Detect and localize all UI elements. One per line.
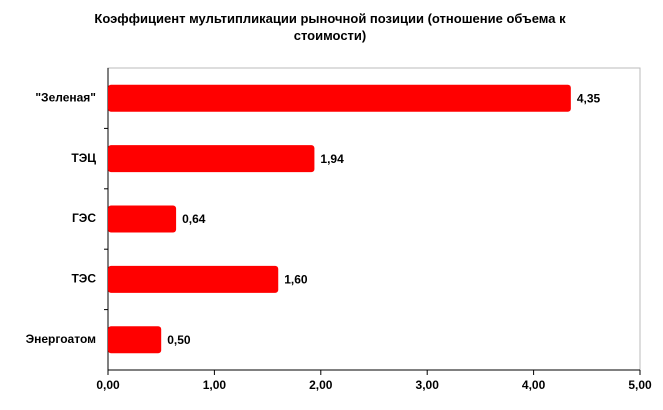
y-tick-label: ГЭС [72, 211, 96, 225]
bar [108, 84, 571, 112]
y-tick-label: ТЭЦ [71, 151, 96, 165]
value-label: 1,60 [284, 273, 308, 287]
x-tick-label: 1,00 [203, 378, 227, 392]
bar [108, 326, 162, 354]
y-tick-label: Энергоатом [26, 332, 97, 346]
value-label: 0,64 [182, 212, 206, 226]
bar [108, 145, 315, 173]
bar [108, 265, 279, 293]
x-tick-label: 0,00 [96, 378, 120, 392]
x-tick-label: 3,00 [416, 378, 440, 392]
value-label: 0,50 [167, 333, 191, 347]
x-tick-label: 5,00 [628, 378, 652, 392]
chart-title: Коэффициент мультипликации рыночной пози… [94, 11, 566, 43]
y-tick-label: ТЭС [71, 272, 96, 286]
y-tick-label: "Зеленая" [35, 90, 96, 104]
x-tick-label: 4,00 [522, 378, 546, 392]
value-label: 4,35 [577, 91, 601, 105]
bar [108, 205, 177, 233]
value-label: 1,94 [320, 152, 344, 166]
x-tick-label: 2,00 [309, 378, 333, 392]
